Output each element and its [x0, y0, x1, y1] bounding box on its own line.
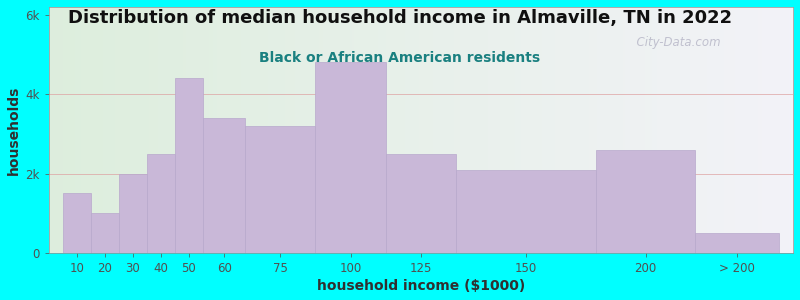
Bar	[175, 78, 203, 253]
Bar	[694, 233, 779, 253]
Bar	[62, 194, 90, 253]
Bar	[203, 118, 245, 253]
Text: Black or African American residents: Black or African American residents	[259, 51, 541, 65]
Text: City-Data.com: City-Data.com	[630, 37, 721, 50]
Bar	[147, 154, 175, 253]
Bar	[386, 154, 456, 253]
Bar	[456, 169, 596, 253]
Y-axis label: households: households	[7, 85, 21, 175]
Bar	[245, 126, 315, 253]
X-axis label: household income ($1000): household income ($1000)	[317, 279, 525, 293]
Text: Distribution of median household income in Almaville, TN in 2022: Distribution of median household income …	[68, 9, 732, 27]
Bar	[596, 150, 694, 253]
Bar	[315, 62, 386, 253]
Bar	[118, 173, 147, 253]
Bar	[90, 213, 118, 253]
